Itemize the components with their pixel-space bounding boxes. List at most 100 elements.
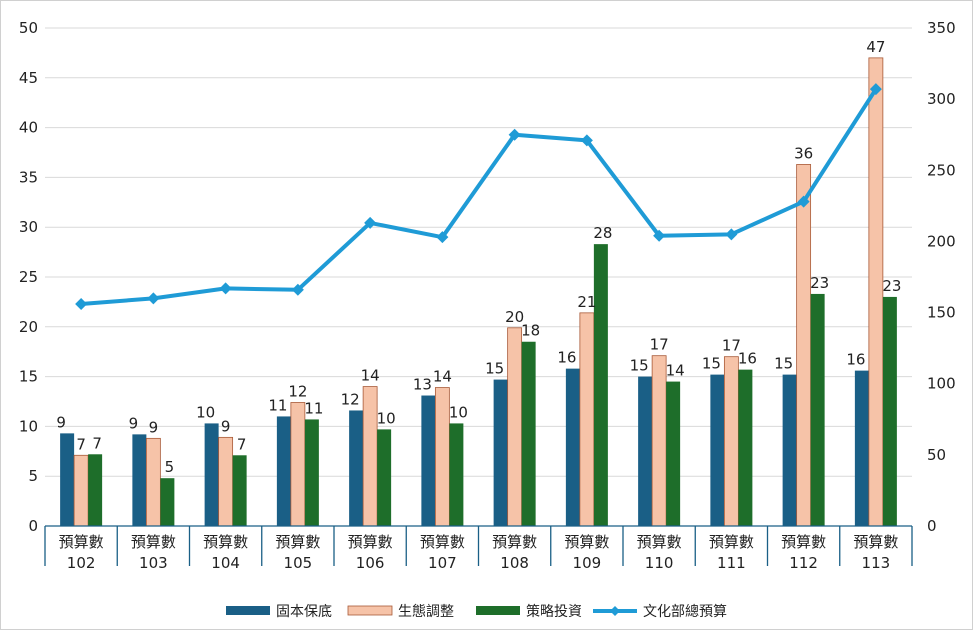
- bar-label: 15: [774, 355, 793, 373]
- category-label: 預算數: [275, 533, 320, 551]
- legend-swatch: [476, 606, 520, 615]
- bar-label: 16: [557, 349, 576, 367]
- bar-label: 47: [866, 38, 885, 56]
- bar: [593, 244, 608, 526]
- left-tick-label: 10: [19, 417, 38, 435]
- bar-label: 9: [56, 413, 66, 431]
- category-year: 112: [789, 554, 818, 572]
- right-tick-label: 100: [927, 375, 956, 393]
- bar: [276, 416, 291, 526]
- legend-label: 文化部總預算: [643, 603, 727, 620]
- bar-label: 14: [666, 362, 685, 380]
- line-point: [653, 229, 666, 242]
- bar: [651, 355, 667, 527]
- bar: [218, 436, 234, 527]
- left-tick-label: 50: [19, 19, 38, 37]
- category-year: 108: [500, 554, 529, 572]
- bar-label: 15: [702, 355, 721, 373]
- legend-marker: [610, 606, 620, 616]
- bar-label: 36: [794, 144, 813, 162]
- left-tick-label: 5: [28, 467, 38, 485]
- bar: [160, 478, 175, 526]
- category-year: 106: [356, 554, 385, 572]
- legend-label: 生態調整: [398, 604, 454, 620]
- category-year: 104: [211, 554, 240, 572]
- bar: [738, 369, 753, 526]
- line-point: [797, 195, 810, 208]
- bar: [304, 419, 319, 526]
- bar: [434, 387, 450, 527]
- bar: [710, 374, 725, 526]
- x-axis: 預算數 102 預算數 103 預算數 104 預算數 105 預算數 106 預算數 107 預算數 1…: [44, 525, 913, 572]
- bar-label: 7: [76, 435, 86, 453]
- legend-label: 策略投資: [526, 603, 582, 620]
- category-label: 預算數: [709, 533, 754, 551]
- category-label: 預算數: [637, 533, 682, 551]
- category-label: 預算數: [348, 533, 393, 551]
- left-tick-label: 20: [19, 318, 38, 336]
- left-tick-label: 35: [19, 168, 38, 186]
- legend: 固本保底 生態調整 策略投資 文化部總預算: [226, 603, 727, 620]
- category-label: 預算數: [781, 533, 826, 551]
- bar-label: 5: [165, 458, 175, 476]
- left-tick-label: 45: [19, 69, 38, 87]
- bar: [60, 433, 75, 526]
- bar: [232, 455, 247, 526]
- bar: [421, 395, 436, 526]
- bar: [132, 434, 147, 526]
- legend-swatch: [347, 605, 393, 616]
- total-budget-line: [75, 83, 882, 311]
- bar-label: 12: [288, 382, 307, 400]
- bar-label: 14: [361, 367, 380, 385]
- line-point: [436, 231, 449, 244]
- bar-label: 11: [304, 399, 323, 417]
- bar-label: 17: [650, 336, 669, 354]
- left-tick-label: 40: [19, 119, 38, 137]
- bar: [290, 402, 306, 527]
- bar: [362, 386, 378, 527]
- right-tick-label: 150: [927, 304, 956, 322]
- left-tick-label: 15: [19, 368, 38, 386]
- legend-swatch: [226, 606, 270, 615]
- category-label: 預算數: [853, 533, 898, 551]
- bar: [493, 379, 508, 526]
- category-label: 預算數: [492, 533, 537, 551]
- right-axis-ticks: 0 50 100 150 200 250 300 350: [927, 19, 956, 535]
- right-tick-label: 350: [927, 19, 956, 37]
- category-year: 105: [284, 554, 313, 572]
- category-year: 103: [139, 554, 168, 572]
- line-point: [364, 216, 377, 229]
- bar-label: 21: [577, 293, 596, 311]
- bar-label: 16: [846, 351, 865, 369]
- right-tick-label: 200: [927, 232, 956, 250]
- bar: [349, 410, 364, 526]
- category-year: 110: [645, 554, 674, 572]
- left-tick-label: 0: [28, 517, 38, 535]
- category-label: 預算數: [564, 533, 609, 551]
- category-year: 111: [717, 554, 746, 572]
- bar-label: 9: [129, 414, 139, 432]
- line-point: [580, 134, 593, 147]
- left-tick-label: 30: [19, 218, 38, 236]
- bar: [377, 429, 392, 526]
- bar: [73, 454, 89, 527]
- bar-label: 23: [810, 274, 829, 292]
- category-year: 113: [862, 554, 891, 572]
- bar-label: 10: [196, 403, 215, 421]
- category-label: 預算數: [203, 533, 248, 551]
- line-point: [291, 283, 304, 296]
- bar-label: 20: [505, 308, 524, 326]
- line-point: [219, 282, 232, 295]
- right-tick-label: 50: [927, 446, 946, 464]
- bar: [204, 423, 219, 526]
- bar-label: 9: [149, 418, 159, 436]
- line-point: [508, 128, 521, 141]
- bar-label: 10: [377, 409, 396, 427]
- bar-label: 9: [221, 417, 231, 435]
- bar: [449, 423, 464, 526]
- bar-label: 7: [92, 434, 102, 452]
- right-tick-label: 0: [927, 517, 937, 535]
- bar: [565, 368, 580, 526]
